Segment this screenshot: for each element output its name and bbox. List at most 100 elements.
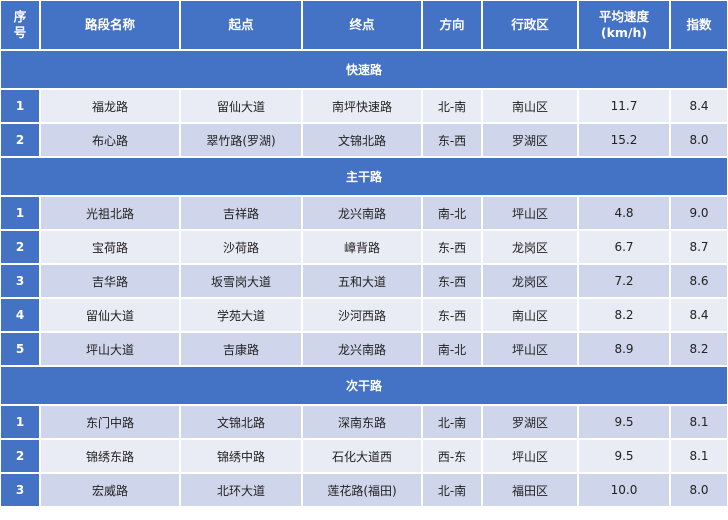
congestion-index-cell: 9.0 (671, 197, 727, 229)
road-name-cell: 宏威路 (41, 474, 179, 506)
row-number-cell: 1 (1, 406, 39, 438)
end-point-cell: 文锦北路 (303, 124, 421, 156)
avg-speed-cell: 4.8 (579, 197, 669, 229)
end-point-cell: 龙兴南路 (303, 333, 421, 365)
direction-cell: 南-北 (423, 197, 481, 229)
start-point-cell: 文锦北路 (181, 406, 301, 438)
table-row: 2 宝荷路 沙荷路 嶂背路 东-西 龙岗区 6.7 8.7 (1, 231, 727, 263)
direction-cell: 西-东 (423, 440, 481, 472)
congestion-index-cell: 8.6 (671, 265, 727, 297)
header-speed: 平均速度 (km/h) (579, 1, 669, 49)
header-index-value: 指数 (671, 1, 727, 49)
congestion-index-cell: 8.4 (671, 90, 727, 122)
header-direction: 方向 (423, 1, 481, 49)
table-row: 4 留仙大道 学苑大道 沙河西路 东-西 南山区 8.2 8.4 (1, 299, 727, 331)
district-cell: 坪山区 (483, 440, 577, 472)
table-row: 5 坪山大道 吉康路 龙兴南路 南-北 坪山区 8.9 8.2 (1, 333, 727, 365)
congestion-index-cell: 8.7 (671, 231, 727, 263)
congestion-index-cell: 8.2 (671, 333, 727, 365)
start-point-cell: 翠竹路(罗湖) (181, 124, 301, 156)
table-row: 1 东门中路 文锦北路 深南东路 北-南 罗湖区 9.5 8.1 (1, 406, 727, 438)
section-title: 次干路 (1, 367, 727, 404)
avg-speed-cell: 15.2 (579, 124, 669, 156)
road-name-cell: 留仙大道 (41, 299, 179, 331)
table-row: 2 锦绣东路 锦绣中路 石化大道西 西-东 坪山区 9.5 8.1 (1, 440, 727, 472)
header-district: 行政区 (483, 1, 577, 49)
congestion-index-cell: 8.1 (671, 406, 727, 438)
row-number-cell: 3 (1, 265, 39, 297)
district-cell: 坪山区 (483, 197, 577, 229)
end-point-cell: 石化大道西 (303, 440, 421, 472)
end-point-cell: 嶂背路 (303, 231, 421, 263)
road-name-cell: 坪山大道 (41, 333, 179, 365)
road-name-cell: 布心路 (41, 124, 179, 156)
district-cell: 罗湖区 (483, 406, 577, 438)
road-name-cell: 吉华路 (41, 265, 179, 297)
table-row: 3 吉华路 坂雪岗大道 五和大道 东-西 龙岗区 7.2 8.6 (1, 265, 727, 297)
direction-cell: 东-西 (423, 124, 481, 156)
end-point-cell: 莲花路(福田) (303, 474, 421, 506)
direction-cell: 北-南 (423, 474, 481, 506)
row-number-cell: 5 (1, 333, 39, 365)
table-row: 2 布心路 翠竹路(罗湖) 文锦北路 东-西 罗湖区 15.2 8.0 (1, 124, 727, 156)
section-row: 主干路 (1, 158, 727, 195)
avg-speed-cell: 9.5 (579, 440, 669, 472)
district-cell: 南山区 (483, 299, 577, 331)
avg-speed-cell: 11.7 (579, 90, 669, 122)
avg-speed-cell: 9.5 (579, 406, 669, 438)
district-cell: 福田区 (483, 474, 577, 506)
section-title: 快速路 (1, 51, 727, 88)
row-number-cell: 2 (1, 440, 39, 472)
avg-speed-cell: 6.7 (579, 231, 669, 263)
road-name-cell: 锦绣东路 (41, 440, 179, 472)
road-name-cell: 光祖北路 (41, 197, 179, 229)
start-point-cell: 吉康路 (181, 333, 301, 365)
start-point-cell: 北环大道 (181, 474, 301, 506)
row-number-cell: 4 (1, 299, 39, 331)
district-cell: 南山区 (483, 90, 577, 122)
avg-speed-cell: 8.9 (579, 333, 669, 365)
congestion-index-cell: 8.0 (671, 124, 727, 156)
district-cell: 坪山区 (483, 333, 577, 365)
header-index: 序号 (1, 1, 39, 49)
direction-cell: 东-西 (423, 299, 481, 331)
section-row: 快速路 (1, 51, 727, 88)
table-row: 1 光祖北路 吉祥路 龙兴南路 南-北 坪山区 4.8 9.0 (1, 197, 727, 229)
header-speed-line2: (km/h) (600, 25, 648, 40)
avg-speed-cell: 7.2 (579, 265, 669, 297)
end-point-cell: 龙兴南路 (303, 197, 421, 229)
table-row: 3 宏威路 北环大道 莲花路(福田) 北-南 福田区 10.0 8.0 (1, 474, 727, 506)
end-point-cell: 五和大道 (303, 265, 421, 297)
header-row: 序号 路段名称 起点 终点 方向 行政区 平均速度 (km/h) 指数 (1, 1, 727, 49)
end-point-cell: 深南东路 (303, 406, 421, 438)
section-row: 次干路 (1, 367, 727, 404)
traffic-index-table: 序号 路段名称 起点 终点 方向 行政区 平均速度 (km/h) 指数 快速路 1 福… (1, 1, 727, 506)
header-speed-line1: 平均速度 (598, 9, 649, 24)
row-number-cell: 2 (1, 231, 39, 263)
avg-speed-cell: 8.2 (579, 299, 669, 331)
header-index-line2: 号 (13, 25, 27, 40)
direction-cell: 北-南 (423, 90, 481, 122)
end-point-cell: 南坪快速路 (303, 90, 421, 122)
direction-cell: 东-西 (423, 265, 481, 297)
header-road-name: 路段名称 (41, 1, 179, 49)
table-row: 1 福龙路 留仙大道 南坪快速路 北-南 南山区 11.7 8.4 (1, 90, 727, 122)
header-start: 起点 (181, 1, 301, 49)
avg-speed-cell: 10.0 (579, 474, 669, 506)
start-point-cell: 吉祥路 (181, 197, 301, 229)
end-point-cell: 沙河西路 (303, 299, 421, 331)
row-number-cell: 2 (1, 124, 39, 156)
header-index-line1: 序 (13, 9, 27, 24)
row-number-cell: 3 (1, 474, 39, 506)
direction-cell: 东-西 (423, 231, 481, 263)
start-point-cell: 留仙大道 (181, 90, 301, 122)
direction-cell: 北-南 (423, 406, 481, 438)
header-end: 终点 (303, 1, 421, 49)
congestion-index-cell: 8.0 (671, 474, 727, 506)
road-name-cell: 东门中路 (41, 406, 179, 438)
start-point-cell: 坂雪岗大道 (181, 265, 301, 297)
section-title: 主干路 (1, 158, 727, 195)
start-point-cell: 学苑大道 (181, 299, 301, 331)
start-point-cell: 锦绣中路 (181, 440, 301, 472)
road-name-cell: 福龙路 (41, 90, 179, 122)
